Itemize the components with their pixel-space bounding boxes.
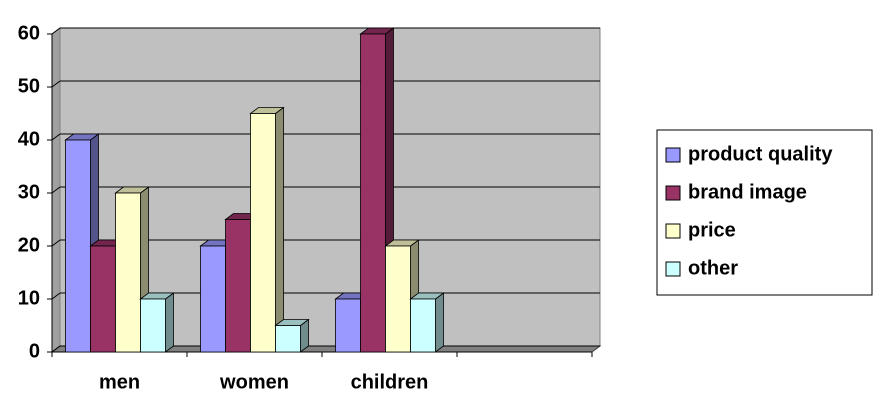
bar-side bbox=[275, 106, 284, 353]
grid-line bbox=[51, 27, 61, 35]
y-tick-label: 0 bbox=[29, 340, 40, 362]
bar bbox=[335, 298, 361, 353]
grid-line bbox=[51, 80, 61, 88]
y-tick-label: 40 bbox=[18, 128, 40, 150]
grid-line bbox=[51, 186, 61, 194]
bar bbox=[360, 33, 386, 353]
bar bbox=[115, 192, 141, 353]
legend-box bbox=[656, 129, 873, 296]
bar bbox=[250, 113, 276, 353]
grid-line bbox=[51, 345, 61, 353]
x-tick-label: men bbox=[99, 371, 140, 393]
legend-label: brand image bbox=[688, 181, 807, 203]
legend-label: other bbox=[688, 257, 738, 279]
x-tick-label: women bbox=[219, 371, 289, 393]
bar-side bbox=[165, 292, 174, 353]
legend-label: product quality bbox=[688, 143, 833, 165]
legend-swatch bbox=[665, 261, 681, 277]
bar bbox=[225, 219, 251, 353]
y-tick-label: 30 bbox=[18, 181, 40, 203]
y-tick-label: 20 bbox=[18, 234, 40, 256]
bar bbox=[90, 245, 116, 353]
bar-side bbox=[435, 292, 444, 353]
bar bbox=[140, 298, 166, 353]
grid-line bbox=[51, 239, 61, 247]
legend-swatch bbox=[665, 147, 681, 163]
y-tick-label: 10 bbox=[18, 287, 40, 309]
legend-swatch bbox=[665, 223, 681, 239]
y-tick-label: 50 bbox=[18, 75, 40, 97]
bar bbox=[385, 245, 411, 353]
bar bbox=[410, 298, 436, 353]
bar bbox=[65, 139, 91, 353]
legend-label: price bbox=[688, 219, 736, 241]
grid-line bbox=[51, 133, 61, 141]
legend-swatch bbox=[665, 185, 681, 201]
bar bbox=[275, 325, 301, 353]
bar bbox=[200, 245, 226, 353]
x-tick-label: children bbox=[351, 371, 429, 393]
grid-line bbox=[51, 292, 61, 300]
y-tick-label: 60 bbox=[18, 22, 40, 44]
